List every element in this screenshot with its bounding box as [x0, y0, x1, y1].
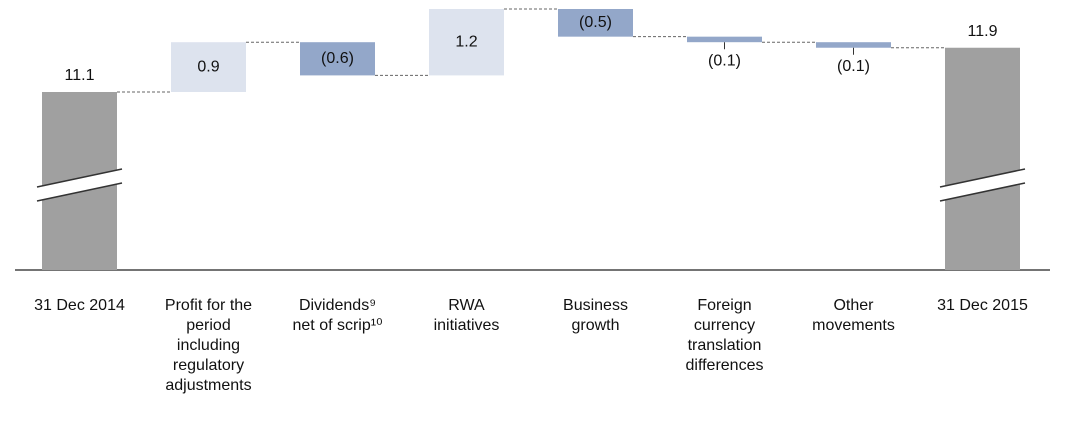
value-label: 11.9: [968, 23, 998, 40]
axis-break-line: [36, 182, 123, 202]
axis-break-line: [939, 182, 1026, 202]
x-tick-label: Other: [833, 297, 874, 314]
value-label: (0.6): [321, 50, 354, 67]
value-label: (0.1): [708, 52, 741, 69]
bar: [429, 9, 504, 76]
bar: [558, 9, 633, 37]
axis-break-line: [939, 168, 1026, 188]
x-tick-label: 31 Dec 2014: [34, 297, 125, 314]
value-label: 0.9: [197, 58, 219, 75]
bar: [816, 42, 891, 48]
bar: [300, 42, 375, 76]
x-tick-label: movements: [812, 317, 895, 334]
bar: [687, 36, 762, 43]
x-tick-label: differences: [686, 357, 764, 374]
x-tick-label: regulatory: [173, 357, 244, 374]
x-tick-label: currency: [694, 317, 755, 334]
x-tick-label: net of scrip¹⁰: [293, 317, 383, 334]
x-tick-label: period: [186, 317, 230, 334]
bar: [171, 42, 246, 92]
value-label: (0.5): [579, 14, 612, 31]
x-tick-label: including: [177, 337, 240, 354]
x-tick-label: translation: [688, 337, 762, 354]
value-label: 1.2: [455, 33, 477, 50]
axis-break: [37, 169, 122, 201]
bar: [945, 47, 1020, 270]
x-tick-label: initiatives: [434, 317, 500, 334]
x-tick-label: 31 Dec 2015: [937, 297, 1028, 314]
x-tick-label: growth: [571, 317, 619, 334]
x-tick-label: Foreign: [697, 297, 751, 314]
x-tick-label: RWA: [448, 297, 485, 314]
x-tick-label: Dividends⁹: [299, 297, 376, 314]
axis-break-line: [36, 168, 123, 188]
value-label: (0.1): [837, 58, 870, 75]
axis-break: [940, 169, 1025, 201]
x-tick-label: Profit for the: [165, 297, 252, 314]
x-tick-label: Business: [563, 297, 628, 314]
value-label: 11.1: [65, 67, 95, 84]
x-tick-label: adjustments: [165, 377, 251, 394]
